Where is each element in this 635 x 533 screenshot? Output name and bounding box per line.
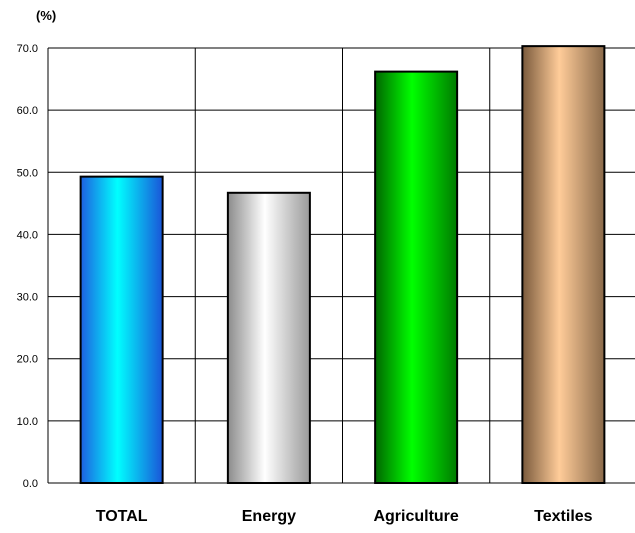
bar-total (79, 175, 164, 484)
y-tick-label: 50.0 (17, 167, 38, 179)
y-tick-label: 70.0 (17, 43, 38, 55)
x-tick-label: Energy (242, 508, 296, 525)
y-tick-label: 40.0 (17, 229, 38, 241)
y-tick-label: 20.0 (17, 354, 38, 366)
x-tick-label: Textiles (534, 508, 593, 525)
y-tick-label: 0.0 (23, 478, 38, 490)
axes: 0.0 10.0 20.0 30.0 40.0 50.0 60.0 70.0 TOTAL Ener… (17, 43, 593, 525)
bar-agriculture (374, 70, 459, 484)
y-tick-label: 30.0 (17, 292, 38, 304)
y-tick-label: 60.0 (17, 105, 38, 117)
y-axis-label: (%) (36, 8, 56, 23)
x-tick-label: Agriculture (373, 508, 458, 525)
y-tick-label: 10.0 (17, 416, 38, 428)
bar-textiles (521, 45, 606, 485)
bar-energy (226, 191, 311, 485)
x-tick-label: TOTAL (96, 508, 148, 525)
bars (79, 45, 606, 485)
